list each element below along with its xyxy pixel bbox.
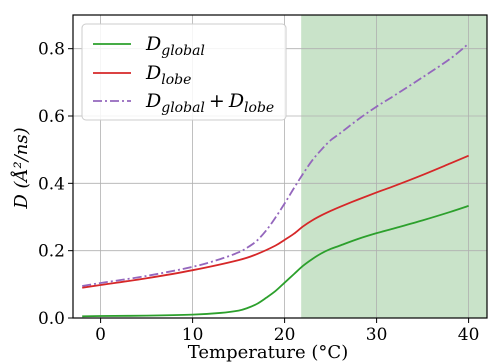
tick-layer: 0 10 20 30 40 0.0 0.2 0.4 0.6 0.8 <box>38 40 479 345</box>
shaded-region <box>301 15 487 318</box>
y-tick-label: 0.6 <box>38 107 65 127</box>
series-line-global <box>82 205 469 318</box>
y-tick-label: 0.2 <box>38 242 65 262</box>
legend-label-sum: Dglobal + Dlobe <box>145 90 274 116</box>
x-tick-label: 30 <box>366 325 388 345</box>
series-line-sum <box>82 42 470 287</box>
plot-frame <box>72 14 488 319</box>
legend-label-global: Dglobal <box>145 33 205 59</box>
y-tick-label: 0.0 <box>38 309 65 329</box>
x-tick-label: 20 <box>274 325 296 345</box>
y-tick-label: 0.8 <box>38 40 65 60</box>
y-tick-label: 0.4 <box>38 174 65 194</box>
legend-box <box>81 23 287 121</box>
x-tick-label: 10 <box>182 325 204 345</box>
series-line-lobe <box>82 154 469 289</box>
legend: Dglobal Dlobe Dglobal + Dlobe <box>81 23 287 121</box>
x-tick-label: 0 <box>95 325 106 345</box>
legend-label-lobe: Dlobe <box>145 62 191 88</box>
x-tick-label: 40 <box>458 325 480 345</box>
shaded-region-layer <box>301 15 487 318</box>
x-axis-label: Temperature (°C) <box>188 342 348 363</box>
y-axis-label: D (Å²/ns) <box>10 127 32 209</box>
series-layer <box>82 42 470 318</box>
